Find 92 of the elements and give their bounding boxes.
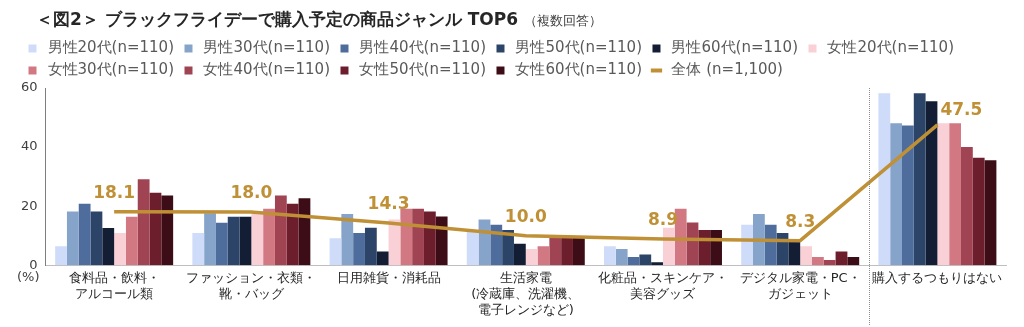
bar <box>90 211 103 266</box>
legend-label: 男性50代(n=110) <box>515 38 642 57</box>
bar <box>400 208 413 266</box>
y-tick-label: 0 <box>29 256 38 272</box>
bar <box>353 233 365 266</box>
bar <box>984 160 997 266</box>
legend-label: 女性30代(n=110) <box>47 60 174 79</box>
bar <box>549 237 562 266</box>
x-tick-label: 生活家電(冷蔵庫、洗濯機、電子レンジなど) <box>471 270 581 317</box>
legend-label: 女性20代(n=110) <box>827 38 954 57</box>
bar <box>937 123 950 266</box>
bar <box>698 230 711 266</box>
y-tick-label: 60 <box>21 79 38 95</box>
bar <box>741 224 753 266</box>
bar <box>972 157 985 266</box>
bar <box>823 259 836 266</box>
bar <box>251 213 264 266</box>
bar <box>811 256 824 266</box>
bar <box>423 211 436 266</box>
bar <box>878 93 891 266</box>
bar <box>651 262 663 266</box>
legend-label: 全体 (n=1,100) <box>671 60 783 79</box>
bar <box>78 203 91 266</box>
data-label: 14.3 <box>367 192 410 213</box>
bar <box>161 195 174 266</box>
legend-label: 男性30代(n=110) <box>203 38 330 57</box>
bar <box>525 248 538 266</box>
bar <box>364 227 377 266</box>
bar <box>913 93 926 266</box>
bar <box>561 236 573 266</box>
bar <box>137 179 150 266</box>
bar <box>925 101 938 266</box>
data-label: 18.1 <box>93 181 136 202</box>
bar <box>204 213 216 266</box>
bar <box>125 216 138 266</box>
bar <box>949 123 961 266</box>
y-tick-label: 20 <box>21 197 38 213</box>
legend-label: 男性40代(n=110) <box>359 38 486 57</box>
x-tick-label: デジタル家電・PC・ガジェット <box>739 270 861 301</box>
x-tick-label: 日用雑貨・消耗品 <box>336 270 441 286</box>
bar <box>537 246 550 266</box>
bar <box>890 123 902 266</box>
data-label: 10.0 <box>504 205 547 226</box>
x-tick-label: 化粧品・スキンケア・美容グッズ <box>597 270 728 301</box>
bar <box>764 224 777 266</box>
x-tick-label: 購入するつもりはない <box>872 270 1003 286</box>
bar <box>800 246 812 266</box>
y-axis-title: (%) <box>17 269 40 285</box>
bar <box>435 216 448 266</box>
chart-subtitle: （複数回答） <box>524 13 603 28</box>
bar <box>329 238 342 266</box>
bar <box>55 246 67 266</box>
bar <box>227 216 240 266</box>
bar <box>66 211 79 266</box>
bar <box>513 243 526 266</box>
data-label: 18.0 <box>230 181 273 202</box>
bar <box>627 256 640 266</box>
x-tick-label: ファッション・衣類・靴・バッグ <box>186 270 317 301</box>
bar <box>341 214 354 266</box>
bar <box>902 125 914 266</box>
bar <box>603 246 616 266</box>
legend-label: 男性60代(n=110) <box>671 38 798 57</box>
bar <box>502 230 514 266</box>
bar <box>639 254 652 266</box>
data-label: 8.3 <box>785 210 816 231</box>
chart-title: ＜図2＞ ブラックフライデーで購入予定の商品ジャンル TOP6 <box>36 9 519 29</box>
bar <box>710 230 722 266</box>
bar <box>615 248 628 266</box>
bar <box>286 203 299 266</box>
legend-label: 女性40代(n=110) <box>203 60 330 79</box>
bar <box>274 195 287 266</box>
legend-label: 女性50代(n=110) <box>359 60 486 79</box>
bar <box>263 208 275 266</box>
bar <box>788 240 801 266</box>
bar <box>215 222 228 266</box>
y-tick-label: 40 <box>21 138 38 154</box>
bar <box>412 208 424 266</box>
bar <box>752 214 765 266</box>
bar <box>102 227 115 266</box>
x-tick-label: 食料品・飲料・アルコール類 <box>68 270 160 301</box>
bar <box>376 251 389 266</box>
bar <box>466 232 479 266</box>
bar <box>114 233 126 266</box>
data-label: 47.5 <box>940 98 983 119</box>
bar <box>192 233 205 266</box>
legend-label: 男性20代(n=110) <box>47 38 174 57</box>
bar <box>847 256 860 266</box>
bar <box>239 216 252 266</box>
bar <box>572 237 585 266</box>
legend-label: 女性60代(n=110) <box>515 60 642 79</box>
bar <box>961 147 973 266</box>
bar <box>490 224 503 266</box>
